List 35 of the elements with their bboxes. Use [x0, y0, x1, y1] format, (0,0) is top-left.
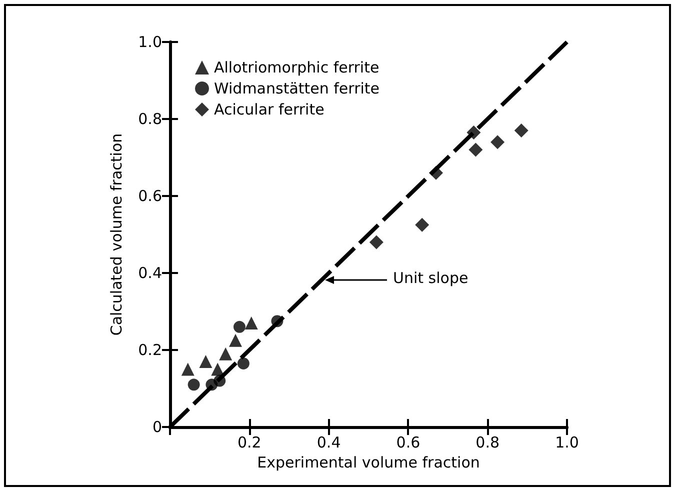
point [514, 124, 528, 138]
y-tick-label: 0.8 [138, 110, 162, 128]
point [199, 355, 212, 368]
point [244, 316, 258, 330]
point [415, 218, 430, 232]
legend-label: Acicular ferrite [214, 100, 324, 118]
point [188, 378, 200, 391]
legend-label: Widmanstätten ferrite [214, 80, 380, 98]
point [214, 374, 226, 387]
point [237, 357, 250, 370]
y-tick-label: 1.0 [138, 33, 162, 51]
y-tick-label: 0.4 [138, 264, 162, 282]
point [211, 362, 224, 376]
point [233, 320, 246, 333]
point [229, 334, 242, 347]
annotation: Unit slope [393, 269, 468, 287]
point [466, 125, 481, 140]
x-tick-label: 0.4 [316, 434, 341, 452]
legend-label: Allotriomorphic ferrite [214, 58, 380, 76]
point [369, 235, 384, 250]
y-tick-label: 0 [152, 418, 162, 436]
x-tick-label: 1.0 [555, 434, 579, 452]
point [271, 315, 284, 328]
point [428, 166, 443, 180]
y-axis-title: Calculated volume fraction [108, 133, 126, 336]
x-tick-label: 0.8 [476, 434, 500, 452]
x-axis-title: Experimental volume fraction [257, 453, 480, 472]
point [181, 362, 194, 376]
point [219, 347, 232, 360]
y-tick-label: 0.2 [138, 341, 162, 359]
y-tick-label: 0.6 [138, 187, 162, 205]
point [468, 142, 483, 157]
x-tick-label: 0.2 [237, 434, 262, 452]
x-tick-label: 0.6 [396, 434, 420, 452]
point [490, 135, 505, 150]
